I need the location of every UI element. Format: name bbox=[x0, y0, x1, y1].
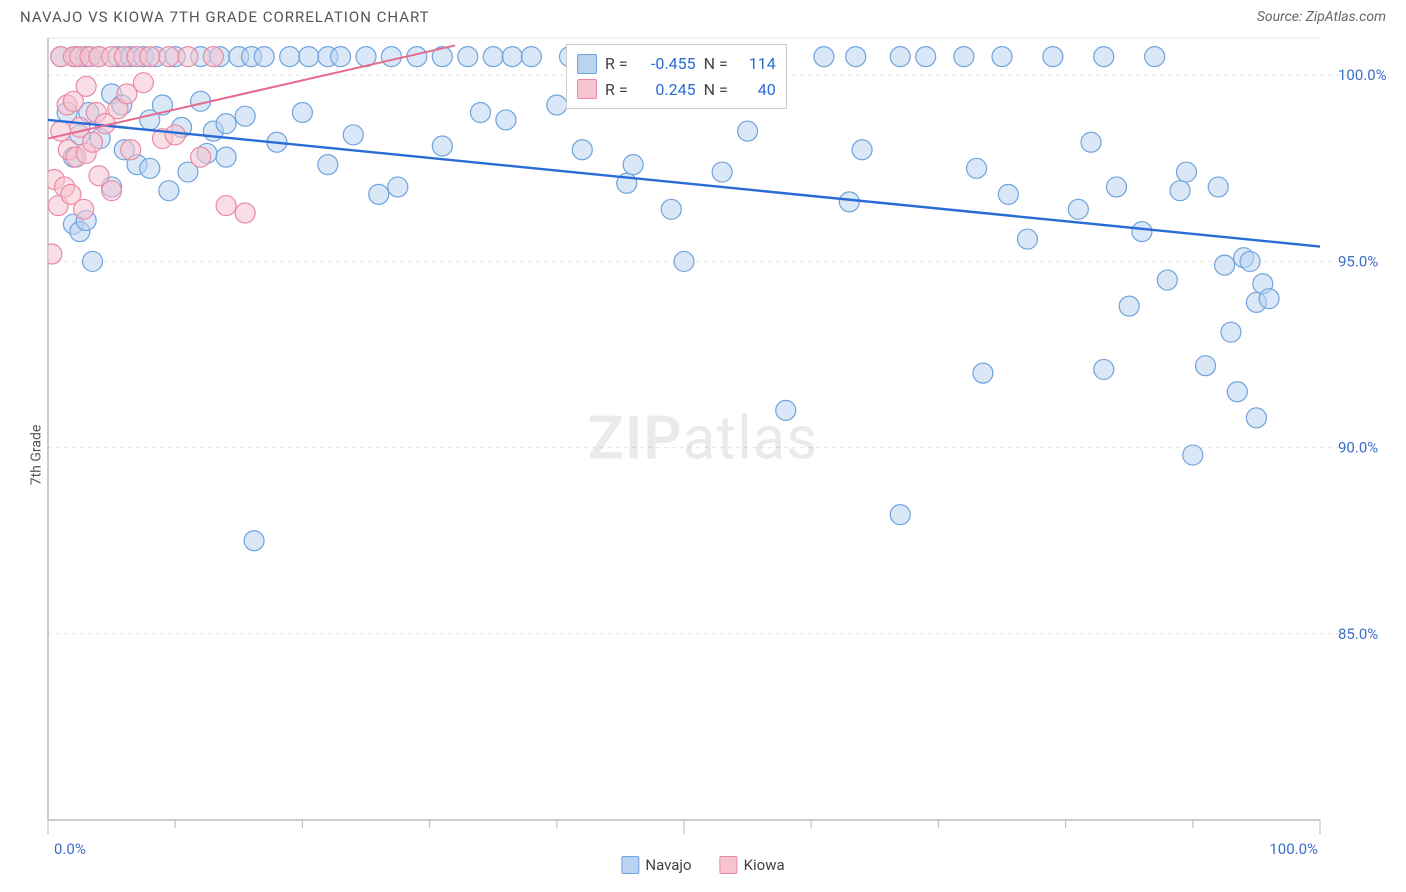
chart-title: NAVAJO VS KIOWA 7TH GRADE CORRELATION CH… bbox=[20, 8, 430, 26]
title-bar: NAVAJO VS KIOWA 7TH GRADE CORRELATION CH… bbox=[0, 0, 1406, 30]
legend: Navajo Kiowa bbox=[621, 856, 784, 874]
r-value: 0.245 bbox=[636, 77, 696, 103]
source-label: Source: ZipAtlas.com bbox=[1257, 9, 1386, 25]
legend-item: Navajo bbox=[621, 856, 691, 874]
legend-label: Navajo bbox=[645, 856, 691, 874]
stat-row: R =-0.455N =114 bbox=[577, 51, 776, 77]
r-value: -0.455 bbox=[636, 51, 696, 77]
legend-swatch bbox=[720, 856, 738, 874]
series-swatch bbox=[577, 79, 597, 99]
stat-row: R =0.245N =40 bbox=[577, 77, 776, 103]
series-swatch bbox=[577, 54, 597, 74]
svg-text:0.0%: 0.0% bbox=[54, 840, 86, 858]
n-value: 114 bbox=[736, 51, 776, 77]
y-axis-label: 7th Grade bbox=[28, 425, 44, 486]
legend-label: Kiowa bbox=[744, 856, 785, 874]
svg-text:100.0%: 100.0% bbox=[1269, 840, 1318, 858]
chart-area: 7th Grade ZIPatlas 0.0%100.0%85.0%90.0%9… bbox=[0, 30, 1406, 880]
svg-text:90.0%: 90.0% bbox=[1338, 439, 1378, 457]
svg-text:100.0%: 100.0% bbox=[1338, 66, 1387, 84]
svg-text:85.0%: 85.0% bbox=[1338, 625, 1378, 643]
n-value: 40 bbox=[736, 77, 776, 103]
legend-item: Kiowa bbox=[720, 856, 785, 874]
scatter-chart: 0.0% 100.0% 85.0% 90.0% 95.0% 100.0% bbox=[0, 30, 1406, 880]
svg-text:95.0%: 95.0% bbox=[1338, 252, 1378, 270]
legend-swatch bbox=[621, 856, 639, 874]
correlation-stats-box: R =-0.455N =114R =0.245N =40 bbox=[566, 44, 787, 109]
